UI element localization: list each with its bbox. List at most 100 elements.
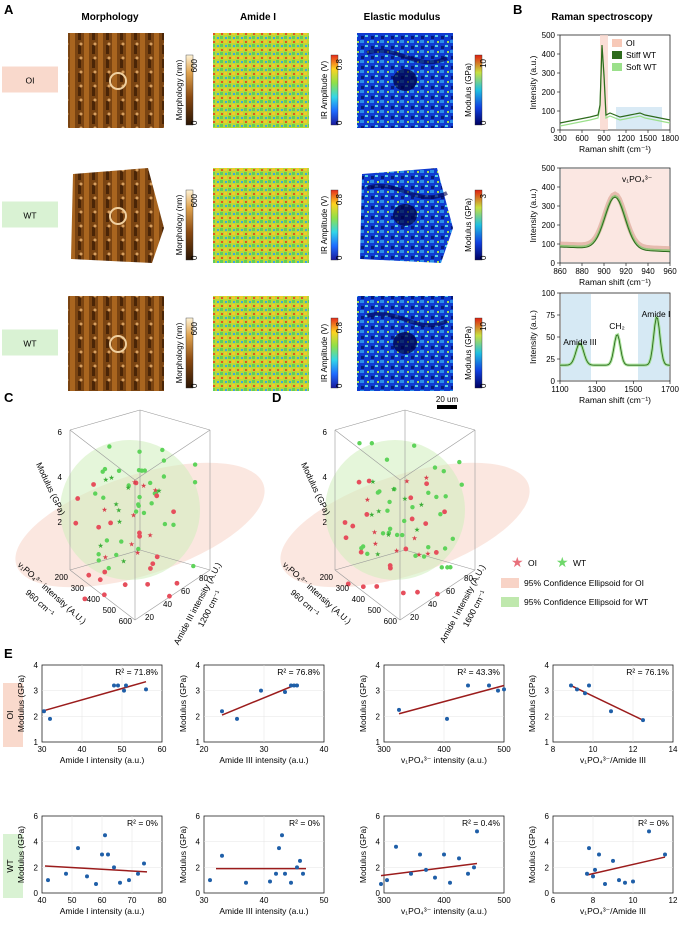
wt-point <box>357 440 362 446</box>
raman-legend-label-0: OI <box>626 38 635 48</box>
morphology-colorbar-min-1: 0 <box>190 255 199 260</box>
e-ytick-1-2: 3 <box>196 687 201 696</box>
e-xlabel-1: Amide III intensity (a.u.) <box>219 755 308 765</box>
e-ytick-5-0: 0 <box>196 889 201 898</box>
e-ytick-6-1: 2 <box>376 863 381 872</box>
morphology-image-2 <box>68 296 164 391</box>
e-point-4-11 <box>136 871 140 876</box>
z-tick-2: 6 <box>58 428 63 437</box>
raman-xtick-1-3: 920 <box>619 267 633 276</box>
e-ytick-1-3: 4 <box>196 661 201 670</box>
wt-point <box>410 504 415 510</box>
mean-star: ★ <box>125 484 131 492</box>
e-ytick-4-0: 0 <box>34 889 39 898</box>
wt-point <box>137 494 142 500</box>
raman-legend-swatch-2 <box>612 63 622 71</box>
e-xlabel-5: Amide III intensity (a.u.) <box>219 906 308 916</box>
amide-colorbar-1 <box>330 189 339 261</box>
e-point-4-3 <box>85 874 89 879</box>
amide-image-2 <box>213 296 309 391</box>
oi-point <box>133 480 139 486</box>
morphology-image-0 <box>68 33 164 128</box>
mean-star: ★ <box>376 508 382 516</box>
panel-letter-c: C <box>4 390 14 405</box>
wt-point <box>400 532 405 538</box>
row-label-0: OI <box>26 76 35 86</box>
oi-point <box>409 516 415 522</box>
raman-spectrum-band-oi <box>559 191 671 252</box>
oi-point <box>387 563 393 568</box>
e-point-4-10 <box>127 878 131 883</box>
e-point-2-4 <box>496 688 500 693</box>
e-ytick-0-2: 3 <box>34 687 39 696</box>
e-r2-1: R² = 76.8% <box>277 667 320 677</box>
mean-star: ★ <box>152 486 158 494</box>
wt-point <box>365 551 370 557</box>
x-tick-3: 500 <box>368 606 382 615</box>
e-fit-line-6 <box>380 862 478 877</box>
amide-colorbar-label-0: IR Amplitude (V) <box>320 61 329 120</box>
e-point-3-3 <box>587 683 591 688</box>
amide-colorbar-0 <box>330 54 339 126</box>
e-point-6-11 <box>472 865 476 870</box>
e-ytick-7-3: 6 <box>545 812 550 821</box>
wt-point <box>439 565 445 570</box>
modulus-colorbar-0 <box>474 54 483 126</box>
mean-star: ★ <box>423 474 429 482</box>
raman-xlabel-0: Raman shift (cm⁻¹) <box>579 144 651 154</box>
e-ytick-3-2: 3 <box>545 687 550 696</box>
e-ylabel-2: Modulus (GPa) <box>358 675 368 732</box>
e-point-7-7 <box>617 878 621 883</box>
morph-feature-1 <box>109 207 127 225</box>
e-row-label-0: OI <box>5 711 15 720</box>
e-point-6-2 <box>394 844 398 849</box>
e-point-1-0 <box>220 709 224 714</box>
mean-star: ★ <box>370 478 376 486</box>
e-ylabel-0: Modulus (GPa) <box>16 675 26 732</box>
legend-icon-wt: ★ <box>556 554 569 570</box>
panel-letter-d: D <box>272 390 281 405</box>
mean-star: ★ <box>130 511 136 519</box>
mean-star: ★ <box>402 495 408 503</box>
raman-spectrum-line-organic <box>559 316 671 366</box>
wt-point <box>384 457 390 462</box>
e-xtick-6-0: 300 <box>377 896 391 905</box>
oi-point <box>154 493 160 499</box>
e-xtick-4-0: 40 <box>38 896 47 905</box>
wt-point <box>106 565 111 571</box>
wt-point <box>434 494 439 500</box>
mean-star: ★ <box>101 506 107 514</box>
raman-ytick-2-0: 0 <box>551 377 556 386</box>
e-point-6-8 <box>448 880 452 885</box>
e-xtick-0-2: 50 <box>118 745 127 754</box>
e-point-5-0 <box>208 878 212 883</box>
e-xtick-0-3: 60 <box>158 745 167 754</box>
e-ylabel-4: Modulus (GPa) <box>16 826 26 883</box>
legend-swatch-oi <box>501 578 519 588</box>
e-ytick-5-3: 6 <box>196 812 201 821</box>
modulus-colorbar-min-2: 0 <box>479 383 488 388</box>
wt-point <box>359 545 364 551</box>
e-point-6-12 <box>475 829 479 834</box>
oi-point <box>171 509 176 515</box>
e-xlabel-2: v₁PO₄³⁻ intensity (a.u.) <box>401 755 487 765</box>
oi-point <box>145 581 151 587</box>
e-point-2-3 <box>487 683 491 688</box>
row-label-2: WT <box>23 339 36 349</box>
frame-edge-4 <box>139 409 211 431</box>
mean-star: ★ <box>364 496 370 504</box>
oi-point <box>75 496 81 501</box>
morphology-colorbar-label-0: Morphology (nm) <box>175 59 184 120</box>
wt-point <box>192 480 198 485</box>
wt-point <box>119 539 124 544</box>
e-point-5-10 <box>298 858 302 863</box>
amide-colorbar-label-2: IR Amplitude (V) <box>320 324 329 383</box>
e-ylabel-3: Modulus (GPa) <box>527 675 537 732</box>
mean-star: ★ <box>103 476 109 484</box>
modulus-colorbar-label-1: Modulus (GPa) <box>464 198 473 252</box>
e-point-4-0 <box>46 878 50 883</box>
frame-edge-10 <box>134 429 211 481</box>
e-xtick-2-0: 300 <box>377 745 391 754</box>
modulus-hole-1 <box>393 204 417 226</box>
